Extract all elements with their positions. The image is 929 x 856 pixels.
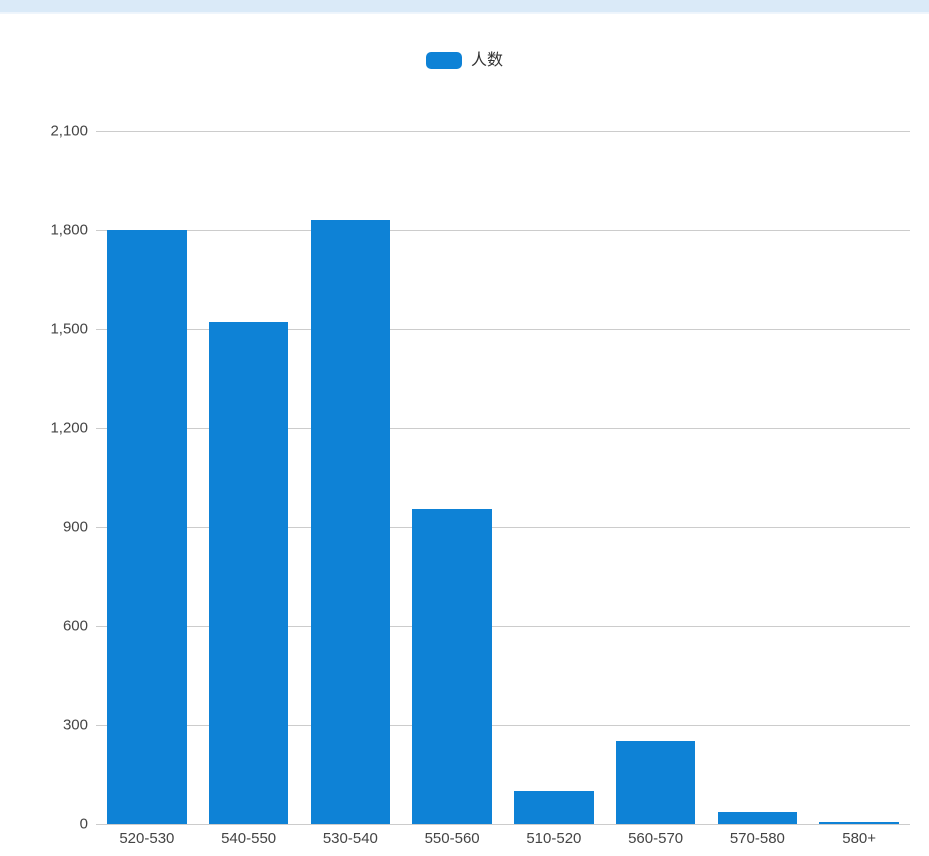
y-axis-tick-label: 1,800 — [50, 221, 88, 239]
x-axis-category-label: 560-570 — [628, 830, 684, 847]
chart-legend: 人数 — [0, 52, 929, 69]
x-axis-category-label: 510-520 — [526, 830, 582, 847]
x-axis-labels: 520-530 540-550 530-540 550-560 510-520 560-5… — [96, 830, 910, 854]
legend-swatch-icon — [425, 52, 462, 69]
bar-530-540[interactable] — [310, 220, 391, 824]
gridline — [96, 229, 910, 231]
gridline — [96, 625, 910, 627]
y-axis-labels: 0 300 600 900 1,200 1,500 1,800 2,100 — [0, 123, 88, 833]
x-axis-category-label: 530-540 — [322, 830, 378, 847]
gridline — [96, 427, 910, 429]
x-axis-category-label: 550-560 — [424, 830, 480, 847]
bar-570-580[interactable] — [717, 812, 798, 824]
x-axis-category-label: 520-530 — [119, 830, 175, 847]
x-axis-category-label: 580+ — [842, 830, 877, 847]
y-axis-tick-label: 1,200 — [50, 419, 88, 437]
bar-550-560[interactable] — [412, 509, 492, 824]
bar-580+[interactable] — [819, 822, 899, 824]
bar-560-570[interactable] — [615, 741, 696, 824]
y-axis-tick-label: 900 — [62, 518, 88, 536]
y-axis-tick-label: 1,500 — [50, 320, 88, 338]
gridline — [96, 526, 910, 528]
bar-510-520[interactable] — [514, 791, 594, 824]
bar-520-530[interactable] — [107, 230, 187, 824]
top-highlight-strip — [0, 0, 929, 14]
y-axis-tick-label: 600 — [62, 617, 88, 635]
gridline — [96, 328, 910, 330]
y-axis-tick-label: 300 — [62, 716, 88, 734]
y-axis-tick-label: 0 — [79, 815, 88, 833]
gridline — [96, 724, 910, 726]
legend-label: 人数 — [470, 52, 503, 69]
gridline — [96, 130, 910, 132]
bar-540-550[interactable] — [208, 322, 289, 824]
y-axis-tick-label: 2,100 — [50, 122, 88, 140]
x-axis-category-label: 540-550 — [221, 830, 277, 847]
gridline — [96, 823, 910, 825]
x-axis-category-label: 570-580 — [729, 830, 785, 847]
plot-area — [96, 130, 910, 825]
